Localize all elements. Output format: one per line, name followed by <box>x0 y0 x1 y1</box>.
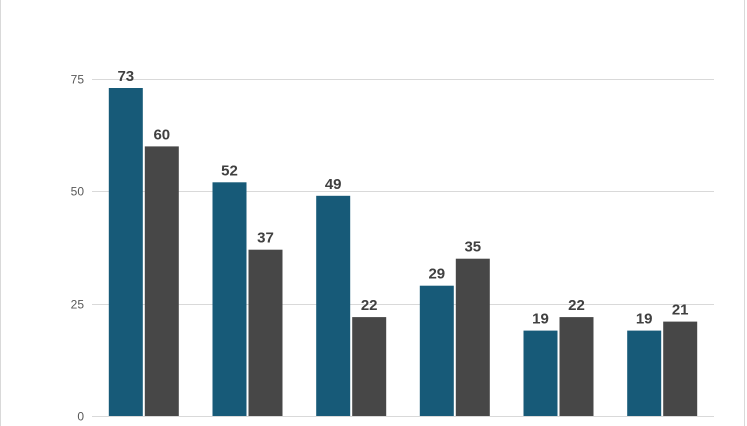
data-label: 37 <box>257 230 274 247</box>
bar-series1-3 <box>316 195 351 416</box>
data-label: 73 <box>117 68 134 85</box>
bar-series1-1 <box>108 88 143 416</box>
data-label: 19 <box>532 311 549 328</box>
bar-series2-1 <box>144 146 179 416</box>
gridlines <box>92 79 714 417</box>
y-axis-ticks: 0 25 50 75 <box>71 73 85 424</box>
data-label: 22 <box>361 297 378 314</box>
bar-series2-3 <box>352 317 387 416</box>
y-tick-label: 75 <box>71 73 85 87</box>
data-label: 35 <box>464 239 481 256</box>
data-label: 29 <box>428 266 445 283</box>
data-label: 52 <box>221 162 238 179</box>
y-tick-label: 50 <box>71 185 85 199</box>
bar-series1-2 <box>212 182 247 416</box>
data-label: 49 <box>325 176 342 193</box>
y-tick-label: 0 <box>77 410 84 424</box>
data-label: 22 <box>568 297 585 314</box>
bar-series1-4 <box>419 285 454 416</box>
data-label: 60 <box>153 126 170 143</box>
bar-series2-6 <box>663 321 698 416</box>
bar-series2-4 <box>455 258 490 416</box>
bar-series1-5 <box>523 330 558 416</box>
bar-series1-6 <box>627 330 662 416</box>
y-tick-label: 25 <box>71 298 85 312</box>
bar-series2-2 <box>248 249 283 416</box>
data-labels: 73 60 52 37 49 22 29 35 19 22 19 21 <box>117 68 688 328</box>
bar-series2-5 <box>559 317 594 416</box>
bars <box>108 88 698 416</box>
data-label: 19 <box>636 311 653 328</box>
data-label: 21 <box>672 302 689 319</box>
